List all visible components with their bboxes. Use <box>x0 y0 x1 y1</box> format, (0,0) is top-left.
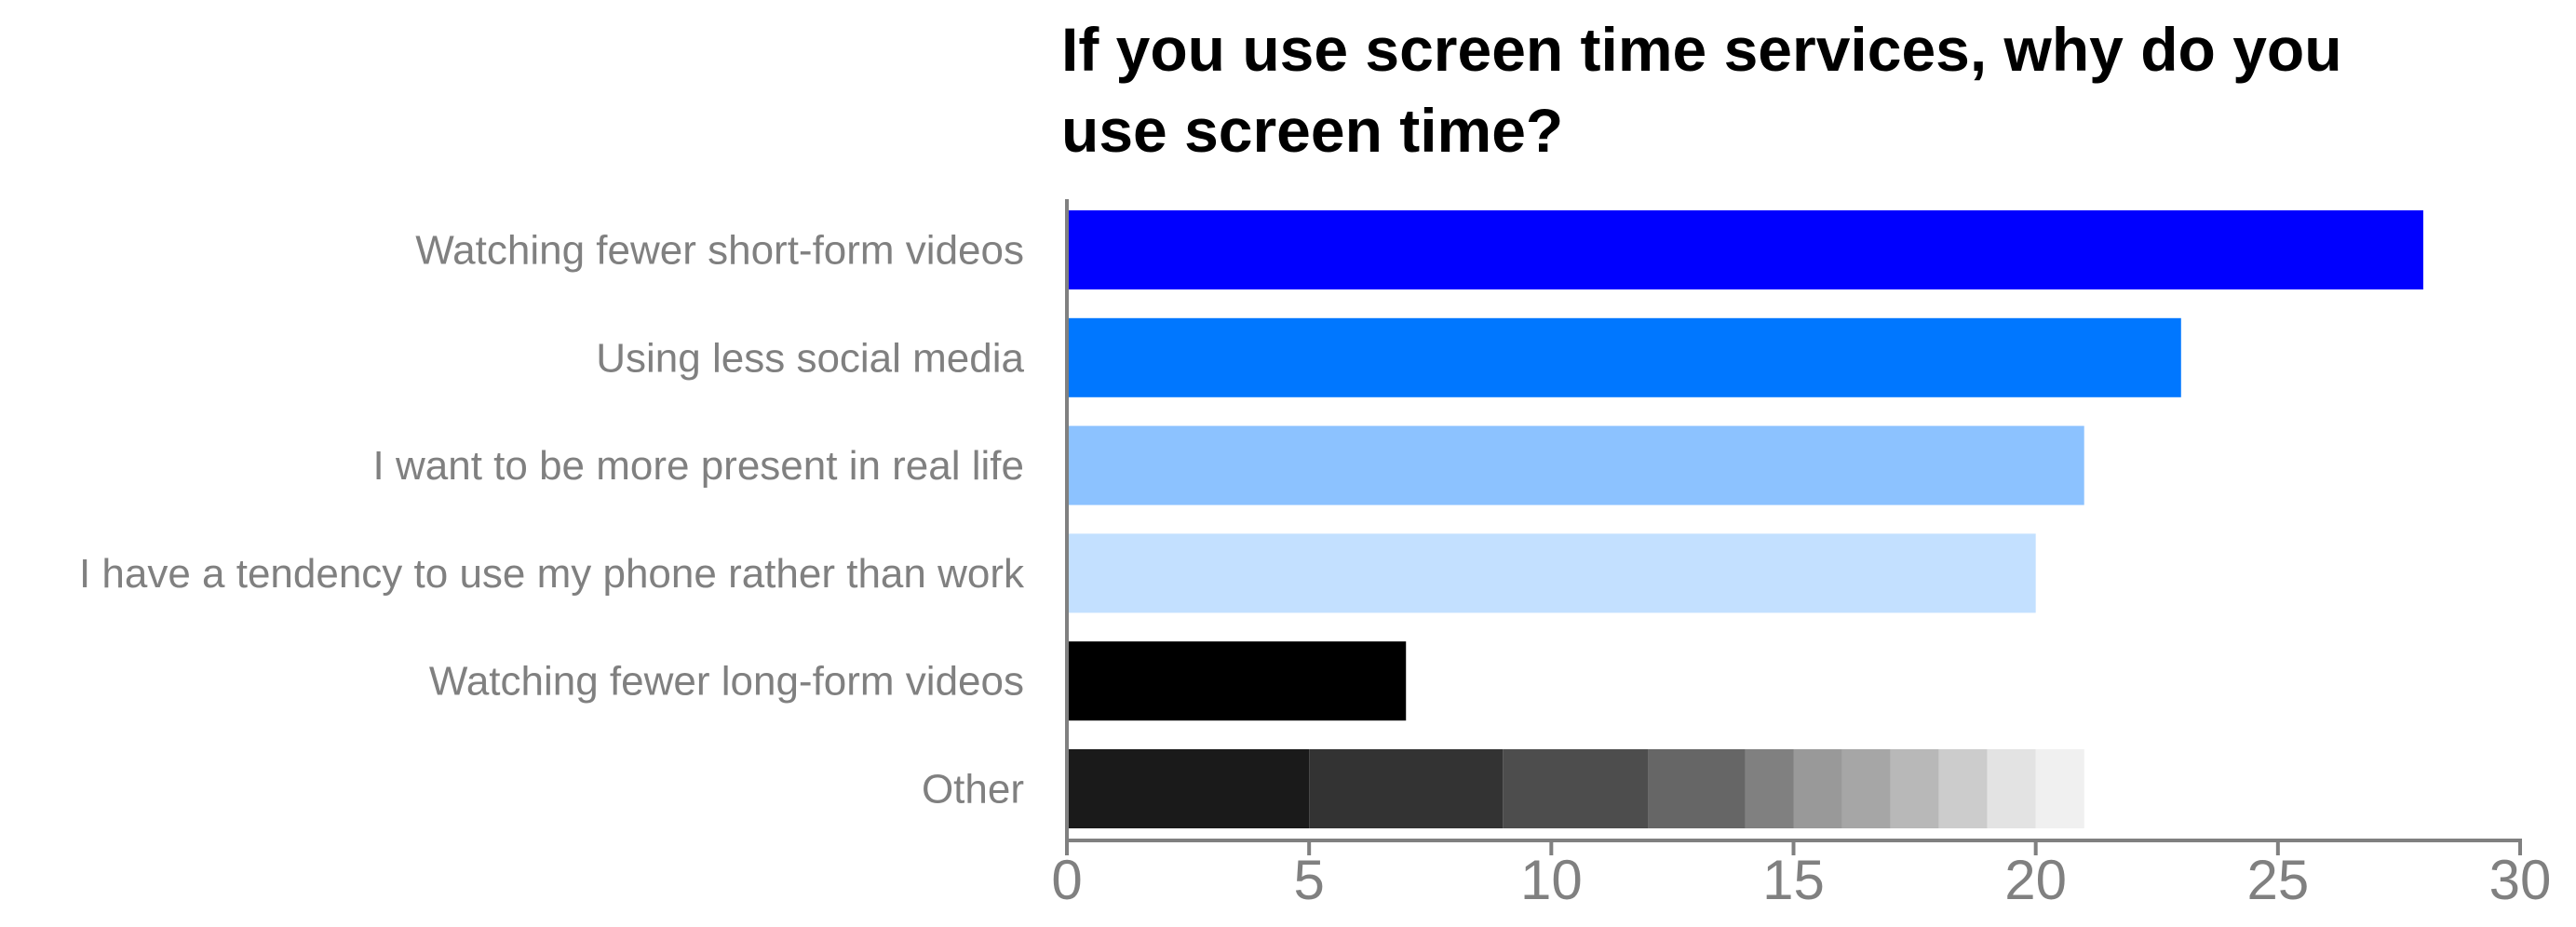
bar-other-segment-6 <box>1793 749 1842 828</box>
bar-other-segment-9 <box>1938 749 1988 828</box>
bar-other-segment-8 <box>1890 749 1939 828</box>
x-tick-label-20: 20 <box>2004 849 2067 911</box>
bar-other-segment-4 <box>1648 749 1746 828</box>
bar-i-have-a-tendency-to-use-my-phone-rather-than-work <box>1067 533 2036 613</box>
bar-other-segment-5 <box>1745 749 1794 828</box>
bar-other-segment-7 <box>1841 749 1891 828</box>
bar-watching-fewer-long-form-videos <box>1067 641 1407 721</box>
chart-title-line-1: If you use screen time services, why do … <box>1061 15 2342 84</box>
category-label-using-less-social-media: Using less social media <box>596 335 1024 381</box>
bar-other-segment-3 <box>1503 749 1649 828</box>
bar-other-segment-1 <box>1067 749 1310 828</box>
bar-other-segment-2 <box>1309 749 1504 828</box>
bar-i-want-to-be-more-present-in-real-life <box>1067 425 2084 505</box>
bar-other-segment-10 <box>1987 749 2036 828</box>
category-label-other: Other <box>922 767 1024 813</box>
chart-title: If you use screen time services, why do … <box>1061 15 2359 165</box>
axes-group: 0 5 10 15 20 25 30 <box>1051 199 2551 911</box>
bar-other-segment-11 <box>2035 749 2084 828</box>
bars-group <box>1067 210 2423 828</box>
x-tick-label-15: 15 <box>1762 849 1825 911</box>
x-tick-label-25: 25 <box>2246 849 2309 911</box>
chart-title-line-2: use screen time? <box>1061 96 1563 165</box>
category-label-watching-fewer-long-form-videos: Watching fewer long-form videos <box>429 659 1024 705</box>
bar-watching-fewer-short-form-videos <box>1067 210 2423 289</box>
x-tick-label-10: 10 <box>1520 849 1583 911</box>
x-tick-label-0: 0 <box>1051 849 1082 911</box>
x-tick-label-5: 5 <box>1293 849 1324 911</box>
category-labels-group: Watching fewer short-form videos Using le… <box>79 228 1025 813</box>
category-label-watching-fewer-short-form-videos: Watching fewer short-form videos <box>415 228 1024 274</box>
x-tick-label-30: 30 <box>2489 849 2552 911</box>
category-label-i-have-a-tendency-to-use-my-phone-rather-than-work: I have a tendency to use my phone rather… <box>79 551 1025 597</box>
category-label-i-want-to-be-more-present-in-real-life: I want to be more present in real life <box>373 443 1024 489</box>
bar-using-less-social-media <box>1067 317 2181 397</box>
